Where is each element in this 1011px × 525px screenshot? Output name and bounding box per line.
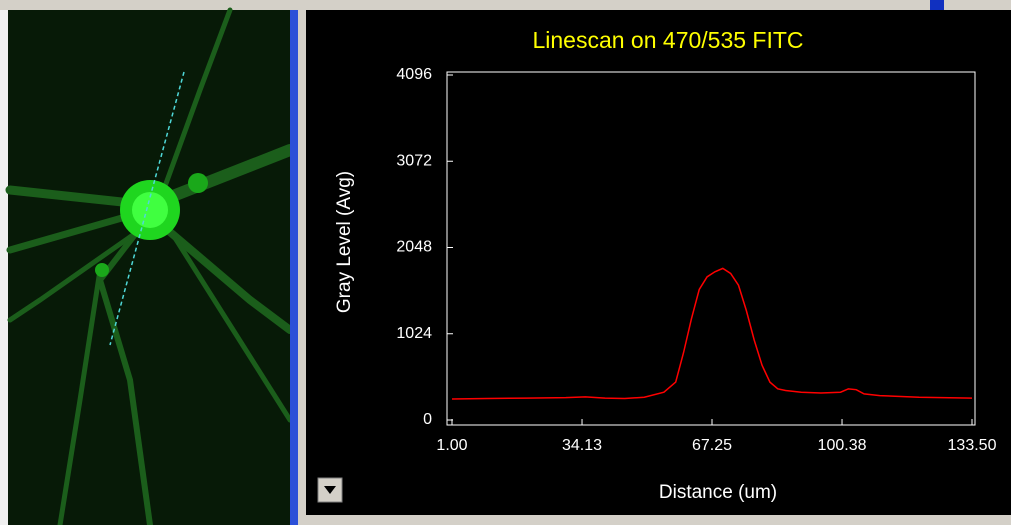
y-axis-label: Gray Level (Avg) xyxy=(334,171,355,313)
image-background xyxy=(8,10,290,525)
window-edge xyxy=(930,0,944,12)
cell-spot xyxy=(95,263,109,277)
y-tick-label: 2048 xyxy=(396,239,432,256)
x-axis-label: Distance (um) xyxy=(659,482,777,503)
x-tick-label: 133.50 xyxy=(948,437,997,454)
chart-panel xyxy=(306,10,1011,515)
image-panel xyxy=(5,7,296,525)
x-tick-label: 100.38 xyxy=(818,437,867,454)
plot-frame xyxy=(446,71,976,426)
cell-spot xyxy=(188,173,208,193)
x-tick-label: 1.00 xyxy=(436,437,467,454)
y-tick-label: 3072 xyxy=(396,152,432,169)
x-tick-label: 34.13 xyxy=(562,437,602,454)
panel-border xyxy=(298,10,306,525)
y-tick-label: 0 xyxy=(423,411,432,428)
dendrites xyxy=(5,7,296,525)
data-line xyxy=(451,267,973,400)
scan-line xyxy=(109,71,185,346)
splitter[interactable] xyxy=(290,10,298,525)
x-tick-label: 67.25 xyxy=(692,437,732,454)
dropdown-button[interactable] xyxy=(317,477,343,503)
toolbar-strip xyxy=(0,0,1011,10)
cell-core xyxy=(132,192,168,228)
y-tick-label: 1024 xyxy=(396,325,432,342)
y-tick-label: 4096 xyxy=(396,66,432,83)
panel-footer xyxy=(306,515,1011,525)
dropdown-arrow xyxy=(324,486,336,494)
chart-title: Linescan on 470/535 FITC xyxy=(532,27,803,53)
